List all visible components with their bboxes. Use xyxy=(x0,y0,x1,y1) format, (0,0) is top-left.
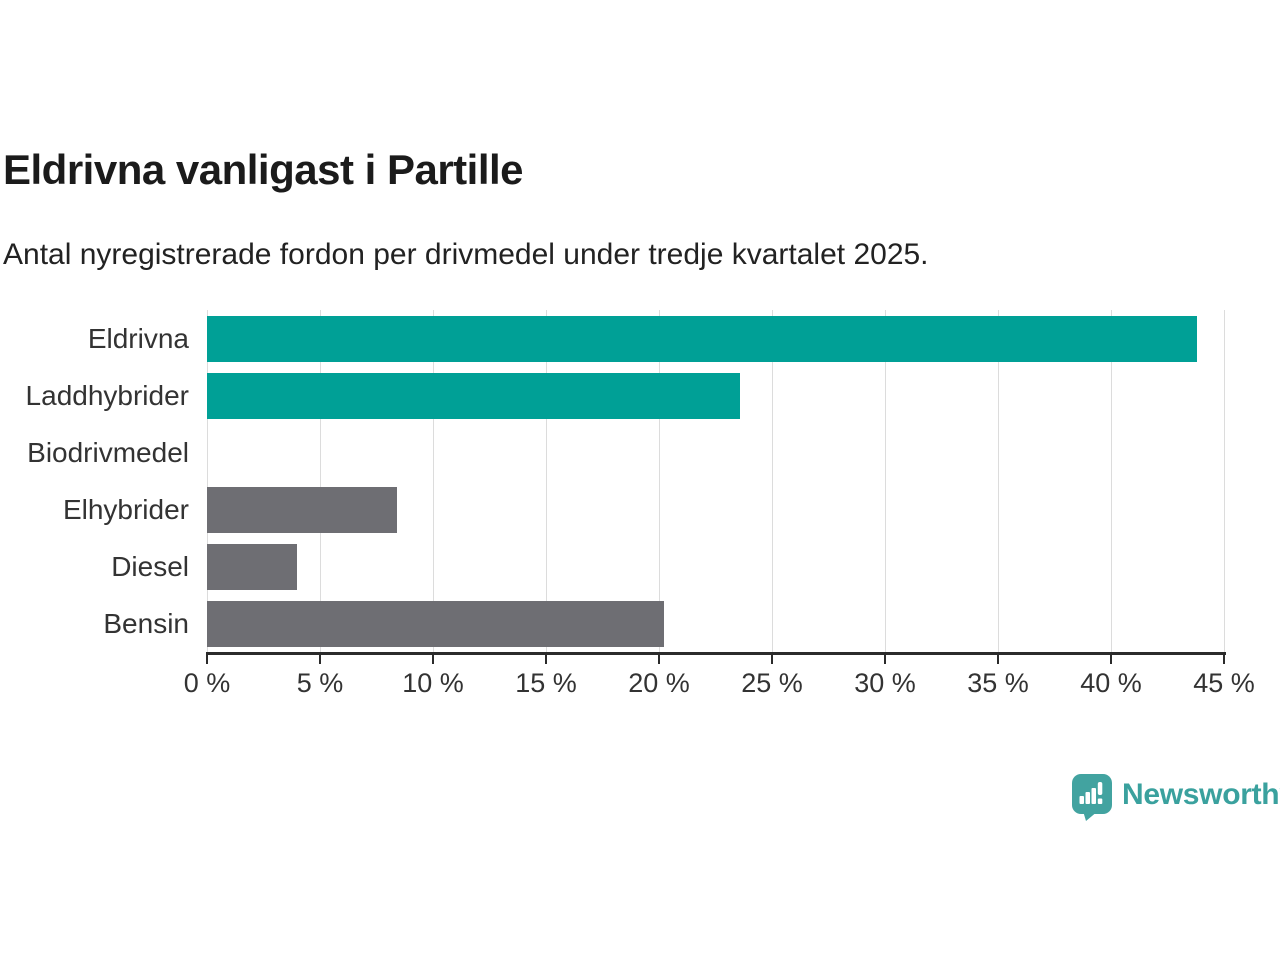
x-tick-label: 10 % xyxy=(402,668,464,698)
chart-title: Eldrivna vanligast i Partille xyxy=(3,146,524,193)
gridline xyxy=(1110,310,1112,653)
x-tick-label: 15 % xyxy=(515,668,577,698)
x-tick-mark xyxy=(206,655,208,664)
newsworthy-brand-text: Newsworthy xyxy=(1122,778,1280,811)
x-tick-mark xyxy=(771,655,773,664)
x-tick-label: 20 % xyxy=(628,668,690,698)
x-tick-label: 0 % xyxy=(183,668,231,698)
gridline xyxy=(432,310,434,653)
x-axis-line xyxy=(206,652,1226,655)
y-label-biodrivmedel: Biodrivmedel xyxy=(27,436,189,468)
x-tick-label: 25 % xyxy=(741,668,803,698)
x-tick-mark xyxy=(1110,655,1112,664)
y-label-diesel: Diesel xyxy=(111,551,189,583)
gridline xyxy=(206,310,208,653)
x-axis-tick-labels: 0 % 5 % 10 % 15 % 20 % 25 % 30 % 35 % 40 % 45 % xyxy=(184,668,1255,708)
gridline xyxy=(771,310,773,653)
x-tick-mark xyxy=(997,655,999,664)
x-tick-label: 30 % xyxy=(854,668,916,698)
bar-elhybrider xyxy=(207,487,397,534)
x-tick-mark xyxy=(432,655,434,664)
x-tick-mark xyxy=(884,655,886,664)
x-tick-label: 45 % xyxy=(1193,668,1255,698)
bar-laddhybrider xyxy=(207,372,741,419)
bar-bensin xyxy=(207,601,664,648)
y-axis-labels: Eldrivna Laddhybrider Biodrivmedel Elhybrid… xyxy=(0,310,189,653)
x-axis-ticks xyxy=(206,655,1225,665)
x-tick-mark xyxy=(545,655,547,664)
x-tick-label: 5 % xyxy=(296,668,344,698)
y-label-eldrivna: Eldrivna xyxy=(87,322,189,354)
y-label-elhybrider: Elhybrider xyxy=(62,494,189,526)
gridline xyxy=(545,310,547,653)
x-tick-mark xyxy=(319,655,321,664)
gridline xyxy=(1223,310,1225,653)
plot-area xyxy=(206,310,1225,653)
y-label-laddhybrider: Laddhybrider xyxy=(25,379,189,411)
chart-subtitle: Antal nyregistrerade fordon per drivmede… xyxy=(3,238,929,271)
gridline xyxy=(884,310,886,653)
x-tick-label: 40 % xyxy=(1080,668,1142,698)
gridline xyxy=(658,310,660,653)
x-tick-label: 35 % xyxy=(967,668,1029,698)
newsworthy-speech-bubble-bars-icon xyxy=(1072,774,1112,821)
x-tick-mark xyxy=(1223,655,1225,664)
gridline xyxy=(319,310,321,653)
bar-eldrivna xyxy=(207,315,1197,362)
newsworthy-logo: Newsworthy xyxy=(1072,774,1280,822)
bar-diesel xyxy=(207,544,298,591)
gridline xyxy=(997,310,999,653)
x-tick-mark xyxy=(658,655,660,664)
y-label-bensin: Bensin xyxy=(103,608,189,640)
